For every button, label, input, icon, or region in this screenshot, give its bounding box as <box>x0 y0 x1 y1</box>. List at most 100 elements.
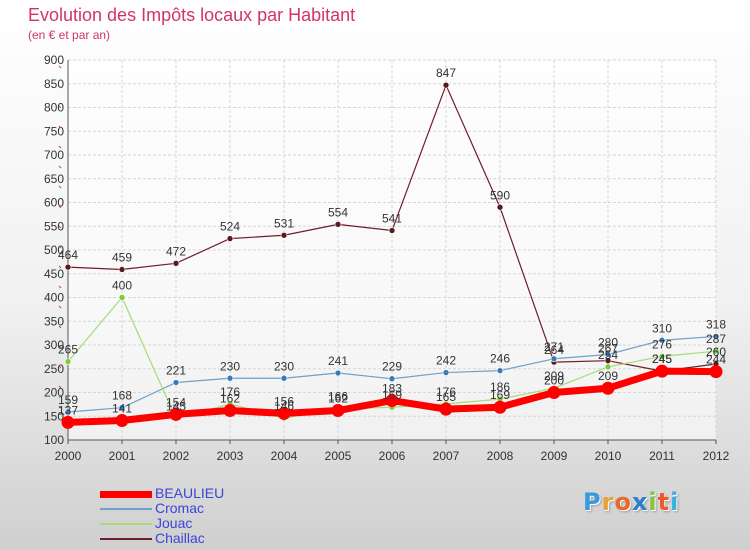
left-edge-dash <box>58 85 62 89</box>
data-label: 245 <box>652 352 672 366</box>
data-label: 245 <box>652 352 672 366</box>
data-label: 169 <box>490 388 510 402</box>
logo-letter: r <box>601 488 615 516</box>
series-beaulieu <box>61 364 723 429</box>
data-label: 168 <box>112 389 132 403</box>
legend-swatch <box>100 538 152 540</box>
data-point <box>118 266 126 273</box>
data-label: 590 <box>490 188 510 202</box>
data-point <box>439 402 453 416</box>
data-label: 260 <box>706 345 726 359</box>
x-tick-label: 2012 <box>703 449 730 463</box>
data-point <box>601 381 615 395</box>
data-point <box>493 400 507 414</box>
data-point <box>226 235 234 242</box>
y-tick-label: 850 <box>44 77 64 91</box>
y-tick-label: 450 <box>44 267 64 281</box>
y-tick-label: 750 <box>44 124 64 138</box>
data-point <box>604 351 612 358</box>
data-label: 280 <box>598 336 618 350</box>
data-point <box>496 367 504 374</box>
legend-label: Cromac <box>155 500 205 516</box>
left-edge-dash <box>58 225 62 229</box>
data-point <box>334 369 342 377</box>
data-label: 254 <box>598 348 618 362</box>
left-edge-dash <box>58 205 62 209</box>
data-label: 162 <box>328 392 348 406</box>
x-tick-label: 2007 <box>433 449 460 463</box>
data-point <box>61 415 75 429</box>
axes: 1001502002503003504004505005506006507007… <box>44 53 730 463</box>
data-label: 242 <box>436 354 456 368</box>
data-point <box>172 379 180 386</box>
y-tick-label: 700 <box>44 148 64 162</box>
data-point <box>280 374 288 382</box>
data-labels: 464 459 472 524 531 554 541 847 590 264 267 245 260 1… <box>58 66 726 417</box>
data-label: 271 <box>544 340 564 354</box>
data-label: 400 <box>112 279 132 293</box>
series <box>61 81 723 429</box>
data-point <box>547 386 561 399</box>
y-tick-label: 600 <box>44 196 64 210</box>
x-tick-label: 2000 <box>55 449 82 463</box>
legend-swatch <box>100 523 152 525</box>
logo-letter: t <box>657 488 671 516</box>
data-label: 200 <box>544 374 564 388</box>
data-label: 459 <box>112 250 132 264</box>
legend-label: Chaillac <box>155 530 205 546</box>
x-tick-label: 2002 <box>163 449 190 463</box>
data-point <box>280 231 288 239</box>
x-tick-label: 2004 <box>271 449 298 463</box>
y-tick-label: 350 <box>44 314 64 328</box>
left-edge-dash <box>58 185 62 189</box>
data-label: 166 <box>328 390 348 404</box>
left-edge-dash <box>58 285 62 289</box>
left-edge-dash <box>58 405 62 409</box>
data-point <box>118 294 126 301</box>
data-point <box>172 259 180 267</box>
x-tick-label: 2003 <box>217 449 244 463</box>
data-label: 165 <box>436 390 456 404</box>
left-edge-dash <box>58 165 62 169</box>
data-label: 246 <box>490 352 510 366</box>
data-label: 162 <box>220 392 240 406</box>
data-point <box>64 408 72 416</box>
y-tick-label: 400 <box>44 291 64 305</box>
data-label: 472 <box>166 244 186 258</box>
left-edge-dash <box>58 105 62 109</box>
data-point <box>712 333 720 340</box>
data-label: 554 <box>328 205 348 219</box>
data-label: 464 <box>58 248 78 262</box>
y-tick-label: 900 <box>44 53 64 67</box>
legend-label: Jouac <box>155 515 193 531</box>
data-label: 183 <box>382 382 402 396</box>
data-point <box>712 347 720 355</box>
x-tick-label: 2006 <box>379 449 406 463</box>
data-point <box>115 414 129 428</box>
legend-swatch <box>100 491 152 498</box>
data-label: 176 <box>436 385 456 399</box>
data-point <box>442 81 450 89</box>
data-label: 176 <box>220 385 240 399</box>
logo-letter: i <box>648 488 658 516</box>
data-point <box>709 365 723 379</box>
data-point <box>331 404 345 418</box>
data-label: 209 <box>598 369 618 383</box>
data-label: 287 <box>706 332 726 346</box>
data-point <box>169 407 183 421</box>
data-label: 229 <box>382 360 402 374</box>
chart-title: Evolution des Impôts locaux par Habitant <box>28 5 356 25</box>
left-edge-dash <box>58 365 62 369</box>
logo-letter: P <box>583 488 602 516</box>
left-edge-dash <box>58 325 62 329</box>
left-edge-dash <box>58 345 62 349</box>
data-point <box>442 369 450 376</box>
data-label: 531 <box>274 216 294 230</box>
y-tick-label: 100 <box>44 433 64 447</box>
data-label: 154 <box>166 395 186 409</box>
data-label: 230 <box>274 359 294 373</box>
data-point <box>550 355 558 363</box>
data-point <box>277 406 291 420</box>
x-tick-label: 2011 <box>649 449 675 463</box>
